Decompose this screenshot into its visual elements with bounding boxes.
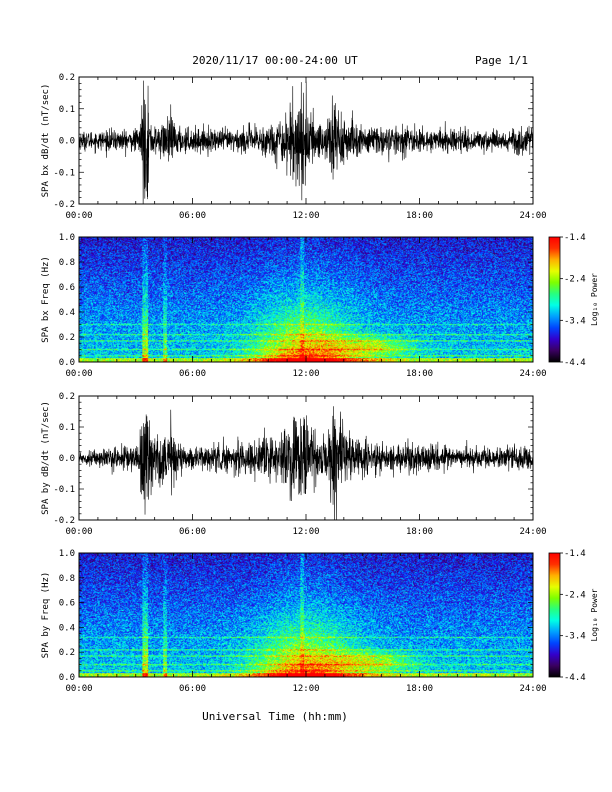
page-indicator: Page 1/1 <box>475 54 528 67</box>
colorbar-tick-label: -2.4 <box>564 590 586 600</box>
x-tick-label: 12:00 <box>292 211 319 221</box>
signal-trace <box>79 406 533 520</box>
y-tick-label: 0.0 <box>59 673 75 683</box>
y-tick-label: -0.2 <box>53 516 75 526</box>
spectrogram-panel: 1.0 0.8 0.6 0.4 0.2 0.0 SPA bx Freq (Hz) 00:00 0… <box>41 233 599 379</box>
x-tick-label: 06:00 <box>179 527 206 537</box>
x-tick-label: 18:00 <box>406 211 433 221</box>
y-tick-label: 0.4 <box>59 308 75 318</box>
y-tick-label: 0.1 <box>59 423 75 433</box>
x-axis-title: Universal Time (hh:mm) <box>202 710 348 723</box>
y-tick-label: 0.1 <box>59 105 75 115</box>
x-tick-label: 24:00 <box>519 211 546 221</box>
y-tick-label: 0.8 <box>59 574 75 584</box>
figure-title: 2020/11/17 00:00-24:00 UT <box>192 54 358 67</box>
colorbar-label: Log₁₀ Power <box>590 273 599 326</box>
y-tick-label: 0.0 <box>59 137 75 147</box>
colorbar-tick-label: -1.4 <box>564 233 586 243</box>
x-tick-label: 00:00 <box>65 527 92 537</box>
y-tick-label: 0.2 <box>59 73 75 83</box>
y-tick-label: 0.0 <box>59 454 75 464</box>
y-tick-label: 0.2 <box>59 392 75 402</box>
colorbar-tick-label: -4.4 <box>564 673 586 683</box>
y-tick-label: -0.2 <box>53 200 75 210</box>
x-tick-label: 24:00 <box>519 369 546 379</box>
y-axis-label: SPA bx dB/dt (nT/sec) <box>41 84 51 198</box>
x-tick-label: 18:00 <box>406 527 433 537</box>
spectrogram-image <box>79 237 533 362</box>
colorbar: -1.4 -2.4 -3.4 -4.4 Log₁₀ Power <box>548 549 599 683</box>
y-tick-label: 1.0 <box>59 549 75 559</box>
y-tick-label: -0.1 <box>53 168 75 178</box>
y-tick-label: 0.8 <box>59 258 75 268</box>
y-tick-label: 0.0 <box>59 358 75 368</box>
colorbar-tick-label: -4.4 <box>564 358 586 368</box>
x-tick-label: 18:00 <box>406 369 433 379</box>
colorbar-scale <box>548 236 561 363</box>
y-axis-label: SPA bx Freq (Hz) <box>41 256 51 343</box>
y-tick-label: 0.6 <box>59 599 75 609</box>
x-tick-label: 12:00 <box>292 684 319 694</box>
x-tick-label: 24:00 <box>519 527 546 537</box>
x-tick-label: 18:00 <box>406 684 433 694</box>
y-tick-label: 0.4 <box>59 623 75 633</box>
y-tick-label: -0.1 <box>53 485 75 495</box>
x-tick-label: 00:00 <box>65 369 92 379</box>
y-tick-label: 0.6 <box>59 283 75 293</box>
colorbar-tick-label: -3.4 <box>564 316 586 326</box>
spectrogram-panel: 1.0 0.8 0.6 0.4 0.2 0.0 SPA by Freq (Hz) 00:00 0… <box>41 549 599 694</box>
signal-trace <box>79 80 533 204</box>
x-tick-label: 06:00 <box>179 211 206 221</box>
x-tick-label: 00:00 <box>65 211 92 221</box>
colorbar-tick-label: -3.4 <box>564 632 586 642</box>
colorbar: -1.4 -2.4 -3.4 -4.4 Log₁₀ Power <box>548 233 599 368</box>
spectrogram-image <box>79 553 533 677</box>
x-tick-label: 00:00 <box>65 684 92 694</box>
y-tick-label: 0.2 <box>59 333 75 343</box>
colorbar-tick-label: -1.4 <box>564 549 586 559</box>
y-tick-label: 0.2 <box>59 648 75 658</box>
x-tick-label: 06:00 <box>179 684 206 694</box>
colorbar-tick-label: -2.4 <box>564 275 586 285</box>
x-tick-label: 12:00 <box>292 369 319 379</box>
x-tick-label: 12:00 <box>292 527 319 537</box>
colorbar-scale <box>548 552 561 678</box>
colorbar-label: Log₁₀ Power <box>590 588 599 641</box>
y-axis-label: SPA by dB/dt (nT/sec) <box>41 401 51 515</box>
x-tick-label: 24:00 <box>519 684 546 694</box>
x-tick-label: 06:00 <box>179 369 206 379</box>
y-axis-label: SPA by Freq (Hz) <box>41 572 51 659</box>
y-tick-label: 1.0 <box>59 233 75 243</box>
